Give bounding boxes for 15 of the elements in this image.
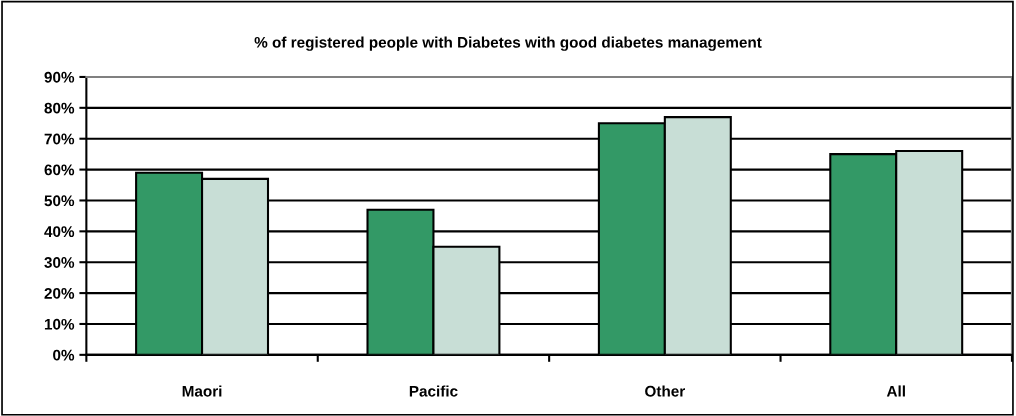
x-tick-label: Pacific <box>409 385 458 397</box>
x-tick-label: All <box>886 385 905 397</box>
y-tick-label: 40% <box>44 226 75 238</box>
y-tick-label: 10% <box>44 318 75 330</box>
y-tick-label: 30% <box>44 257 75 268</box>
y-tick-label: 90% <box>44 71 75 83</box>
x-tick-label: Maori <box>182 385 222 397</box>
y-tick-label: 70% <box>44 133 75 145</box>
y-tick-label: 0% <box>53 349 75 361</box>
y-tick-label: 20% <box>44 287 75 299</box>
chart-title: % of registered people with Diabetes with good diabetes management <box>254 36 762 51</box>
y-tick-label: 50% <box>44 195 75 207</box>
y-tick-label: 80% <box>44 102 75 114</box>
y-tick-label: 60% <box>44 164 75 176</box>
x-tick-label: Other <box>645 385 685 397</box>
